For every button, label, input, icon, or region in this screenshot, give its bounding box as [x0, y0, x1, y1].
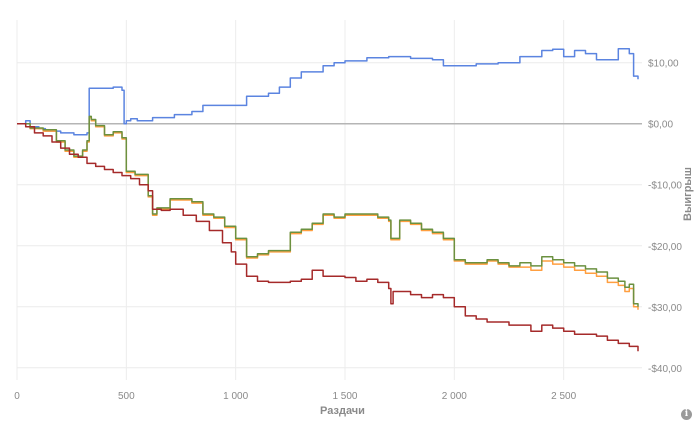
y-tick-label-2: -$10,00 [648, 181, 682, 192]
series-line-0 [17, 47, 639, 136]
series-line-3 [17, 122, 639, 352]
x-tick-label-1: 500 [118, 391, 135, 402]
tick-labels: 0 500 1 000 1 500 2 000 2 500 $10,00 $0,00 -$10,… [14, 59, 682, 402]
x-tick-label-2: 1 000 [223, 391, 248, 402]
y-tick-label-4: -$30,00 [648, 303, 682, 314]
info-icon[interactable]: i [681, 409, 692, 420]
grid [16, 20, 642, 380]
y-axis-title: Выигрыш [682, 167, 694, 221]
y-tick-label-3: -$20,00 [648, 242, 682, 253]
y-tick-label-5: -$40,00 [648, 364, 682, 375]
x-tick-label-3: 1 500 [332, 391, 357, 402]
series-line-2 [17, 115, 639, 307]
x-axis-title: Раздачи [320, 405, 365, 417]
y-tick-label-0: $10,00 [648, 59, 679, 70]
x-tick-label-4: 2 000 [442, 391, 467, 402]
x-tick-label-0: 0 [14, 391, 20, 402]
y-tick-label-1: $0,00 [648, 120, 673, 131]
series-layer [17, 47, 639, 352]
x-tick-label-5: 2 500 [551, 391, 576, 402]
